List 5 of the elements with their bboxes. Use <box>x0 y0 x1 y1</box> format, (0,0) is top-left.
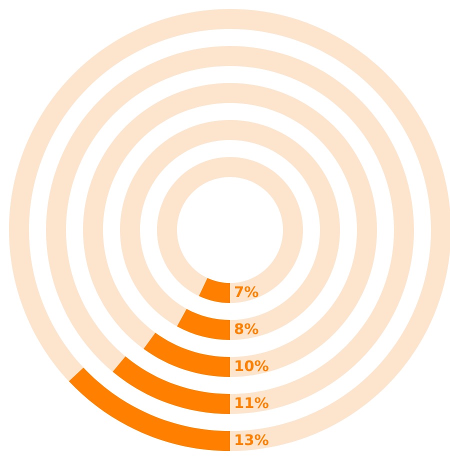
data-label: 10% <box>236 360 268 372</box>
data-label: 8% <box>234 323 258 334</box>
data-label: 13% <box>236 434 268 446</box>
data-label: 7% <box>234 286 258 298</box>
data-label: 11% <box>236 397 268 408</box>
